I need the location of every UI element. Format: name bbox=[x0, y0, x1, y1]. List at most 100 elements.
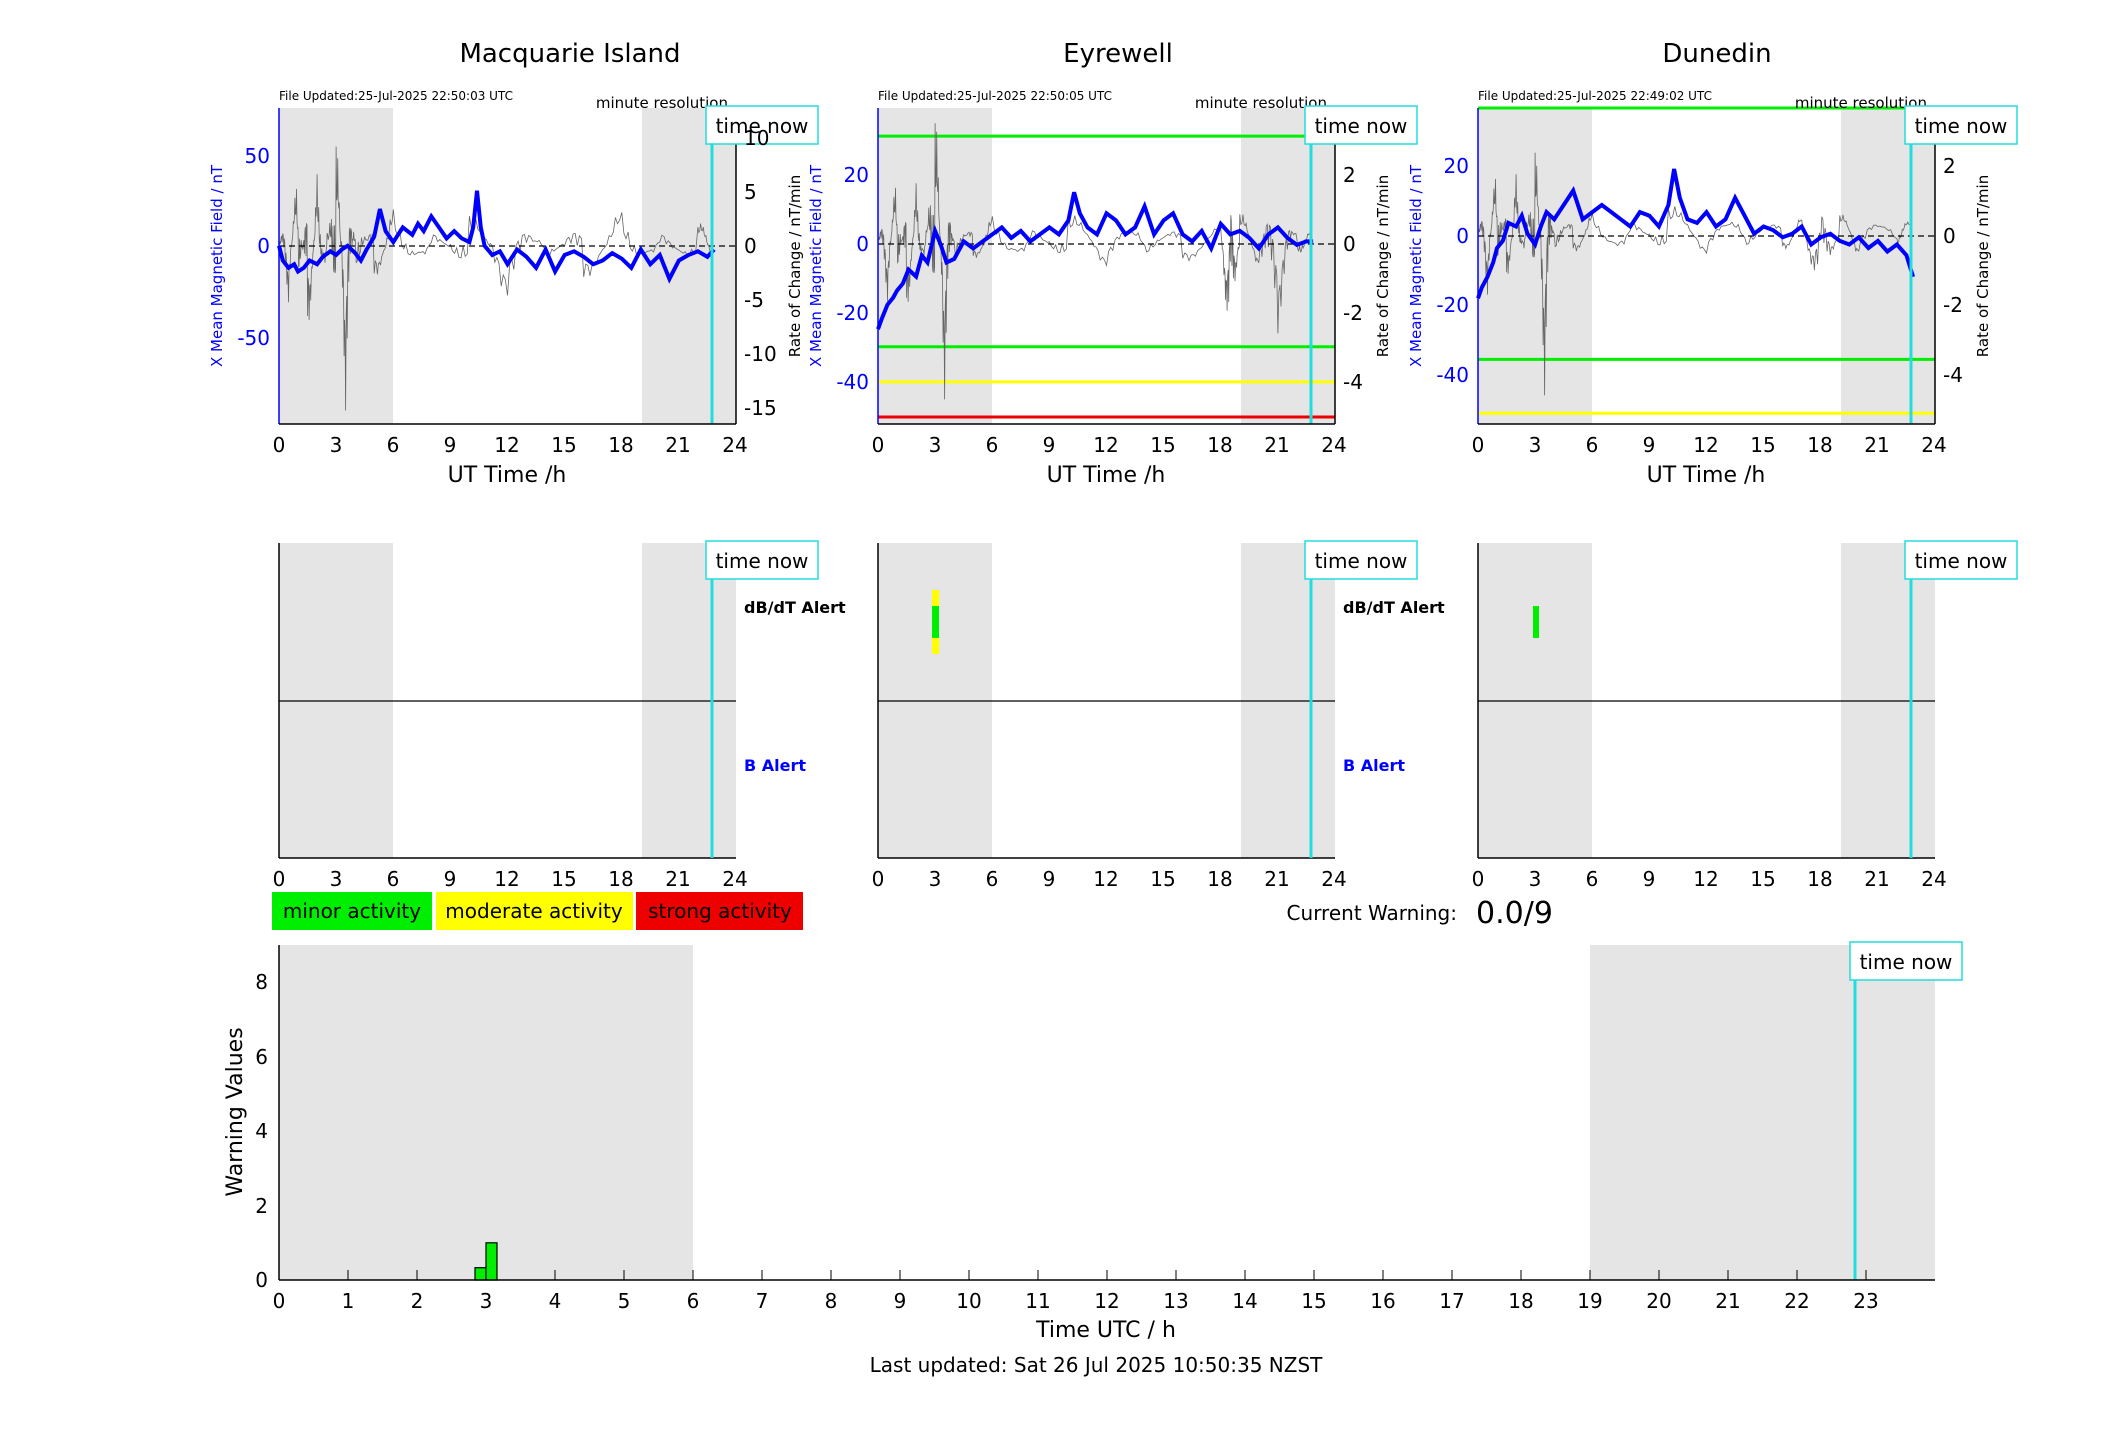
x-tick: 3 bbox=[929, 433, 942, 457]
left-tick-labels: -40 -20 0 20 bbox=[836, 163, 869, 394]
x-tick: 0 bbox=[1472, 433, 1485, 457]
x-tick: 18 bbox=[1207, 867, 1232, 891]
time-now-label: time now bbox=[1915, 114, 2008, 138]
magnetic-field-series bbox=[277, 190, 716, 284]
legend-strong-swatch bbox=[636, 892, 803, 930]
x-tick: 15 bbox=[1750, 433, 1775, 457]
y-tick: 6 bbox=[255, 1045, 268, 1069]
x-tick: 24 bbox=[722, 433, 747, 457]
x-tick: 21 bbox=[1264, 867, 1289, 891]
x-tick-labels: 0 3 6 9 12 15 18 21 24 bbox=[1472, 867, 1947, 891]
x-tick: 9 bbox=[1643, 433, 1656, 457]
x-tick: 3 bbox=[480, 1289, 493, 1313]
current-warning-label: Current Warning: bbox=[1287, 901, 1457, 925]
file-updated: File Updated:25-Jul-2025 22:49:02 UTC bbox=[1478, 89, 1712, 103]
x-tick: 18 bbox=[608, 867, 633, 891]
station-title: Macquarie Island bbox=[459, 39, 680, 69]
x-tick-labels: 0 3 6 9 12 15 18 21 24 bbox=[872, 433, 1347, 457]
x-tick: 12 bbox=[494, 867, 519, 891]
x-tick: 6 bbox=[687, 1289, 700, 1313]
x-tick: 12 bbox=[1693, 433, 1718, 457]
x-tick: 11 bbox=[1025, 1289, 1050, 1313]
x-tick: 24 bbox=[722, 867, 747, 891]
x-tick: 9 bbox=[1643, 867, 1656, 891]
x-tick: 22 bbox=[1784, 1289, 1809, 1313]
x-tick: 20 bbox=[1646, 1289, 1671, 1313]
top-chart-dunedin: File Updated:25-Jul-2025 22:49:02 UTC mi… bbox=[1407, 89, 2018, 488]
y-tick-labels: 0 2 4 6 8 bbox=[255, 970, 268, 1292]
y-tick-right: -2 bbox=[1943, 293, 1963, 317]
left-tick-labels: -50 0 50 bbox=[237, 144, 270, 350]
legend-strong-label: strong activity bbox=[648, 899, 792, 923]
legend-minor-label: minor activity bbox=[283, 899, 421, 923]
x-tick-labels: 0 3 6 9 12 15 18 21 24 bbox=[273, 867, 748, 891]
x-tick: 6 bbox=[986, 867, 999, 891]
x-tick-labels: 0 3 6 9 12 15 18 21 24 bbox=[1472, 433, 1947, 457]
x-tick: 12 bbox=[494, 433, 519, 457]
x-tick: 3 bbox=[330, 867, 343, 891]
x-tick: 12 bbox=[1693, 867, 1718, 891]
x-tick: 21 bbox=[1264, 433, 1289, 457]
y-tick-right: -4 bbox=[1943, 363, 1963, 387]
top-chart-macquarie: File Updated:25-Jul-2025 22:50:03 UTC mi… bbox=[208, 89, 819, 488]
left-tick-labels: -40 -20 0 20 bbox=[1436, 154, 1469, 387]
x-tick: 15 bbox=[1150, 867, 1175, 891]
x-tick: 15 bbox=[1750, 867, 1775, 891]
y-tick-left: 0 bbox=[1456, 224, 1469, 248]
magnetic-field-series bbox=[1476, 168, 1916, 299]
y-tick-left: -50 bbox=[237, 326, 270, 350]
alert-chart-eyrewell: time now dB/dT Alert B Alert 0 3 6 9 12 … bbox=[872, 540, 1445, 891]
x-tick: 18 bbox=[1807, 867, 1832, 891]
top-chart-eyrewell: File Updated:25-Jul-2025 22:50:05 UTC mi… bbox=[807, 89, 1418, 488]
minor-alert-mark bbox=[1533, 606, 1539, 638]
x-tick: 14 bbox=[1232, 1289, 1257, 1313]
last-updated: Last updated: Sat 26 Jul 2025 10:50:35 N… bbox=[870, 1353, 1324, 1377]
x-tick: 16 bbox=[1370, 1289, 1395, 1313]
legend-moderate-swatch bbox=[436, 892, 633, 930]
dbdt-alert-label: dB/dT Alert bbox=[1343, 598, 1445, 617]
time-now-label: time now bbox=[716, 549, 809, 573]
station-panel-macquarie: Macquarie Island File Updated:25-Jul-202… bbox=[208, 39, 846, 891]
x-tick: 21 bbox=[1864, 433, 1889, 457]
magnetic-field-series bbox=[876, 191, 1314, 330]
activity-legend: minor activity moderate activity strong … bbox=[272, 892, 803, 930]
x-tick: 6 bbox=[387, 867, 400, 891]
station-panel-eyrewell: Eyrewell File Updated:25-Jul-2025 22:50:… bbox=[807, 39, 1445, 891]
time-now-box bbox=[705, 105, 819, 145]
rate-of-change-line bbox=[1477, 152, 1913, 396]
time-now-box bbox=[1849, 941, 1963, 981]
file-updated: File Updated:25-Jul-2025 22:50:05 UTC bbox=[878, 89, 1112, 103]
b-alert-label: B Alert bbox=[744, 756, 806, 775]
resolution-label: minute resolution bbox=[596, 94, 728, 112]
b-alert-label: B Alert bbox=[1343, 756, 1405, 775]
resolution-label: minute resolution bbox=[1195, 94, 1327, 112]
threshold-lines bbox=[1478, 106, 1935, 415]
warning-bar bbox=[474, 1267, 487, 1281]
x-tick: 4 bbox=[549, 1289, 562, 1313]
rate-of-change-series bbox=[278, 146, 714, 411]
x-tick: 0 bbox=[1472, 867, 1485, 891]
y-tick-left: 20 bbox=[1444, 154, 1469, 178]
time-now-label: time now bbox=[1315, 549, 1408, 573]
x-tick: 9 bbox=[1043, 433, 1056, 457]
x-tick: 21 bbox=[665, 867, 690, 891]
x-tick: 24 bbox=[1321, 433, 1346, 457]
x-tick: 24 bbox=[1921, 867, 1946, 891]
y-tick-left: 50 bbox=[245, 144, 270, 168]
x-tick: 13 bbox=[1163, 1289, 1188, 1313]
y-tick: 8 bbox=[255, 970, 268, 994]
y-tick-left: -20 bbox=[1436, 293, 1469, 317]
night-shading bbox=[279, 945, 693, 1280]
x-tick: 18 bbox=[1508, 1289, 1533, 1313]
y-axis-label-left: X Mean Magnetic Field / nT bbox=[208, 164, 226, 367]
x-tick: 21 bbox=[1864, 867, 1889, 891]
x-tick: 12 bbox=[1094, 1289, 1119, 1313]
x-tick: 9 bbox=[444, 433, 457, 457]
time-now-label: time now bbox=[716, 114, 809, 138]
x-tick: 24 bbox=[1321, 867, 1346, 891]
x-tick: 6 bbox=[1586, 867, 1599, 891]
time-now-label: time now bbox=[1860, 950, 1953, 974]
y-tick: 0 bbox=[255, 1268, 268, 1292]
x-tick: 3 bbox=[1529, 867, 1542, 891]
x-tick: 6 bbox=[387, 433, 400, 457]
